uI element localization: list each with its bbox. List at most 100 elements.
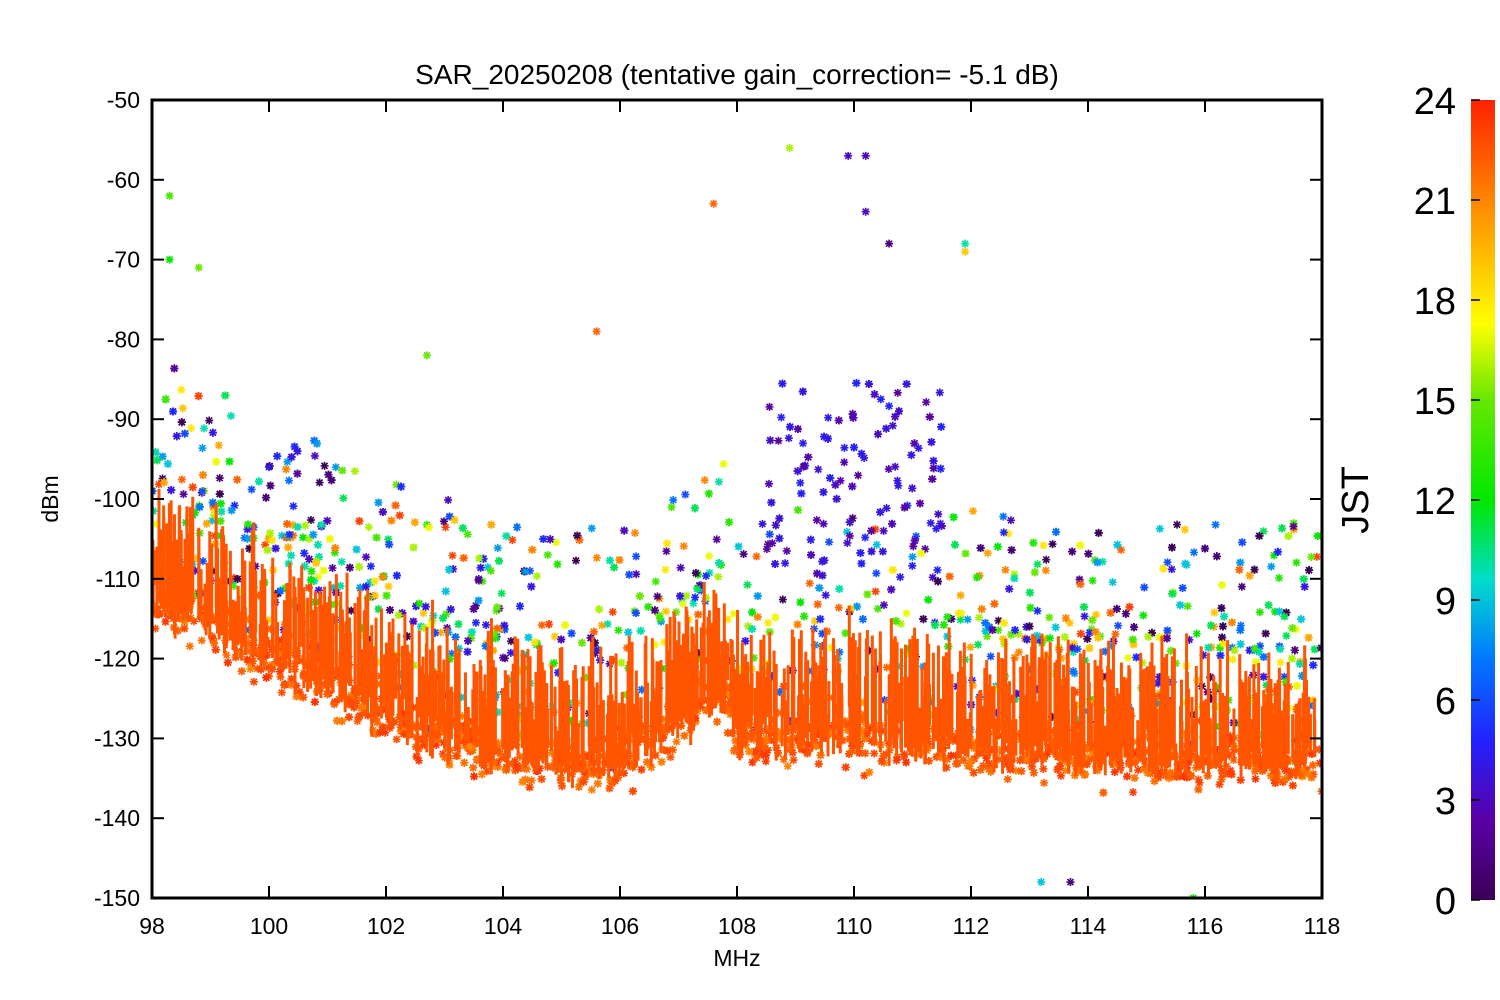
scatter-point — [1183, 602, 1192, 611]
scatter-point — [888, 519, 897, 528]
scatter-point — [820, 556, 829, 565]
scatter-point — [1209, 622, 1218, 631]
scatter-point — [659, 746, 668, 755]
scatter-point — [254, 477, 263, 486]
scatter-point — [1168, 589, 1177, 598]
scatter-point — [543, 550, 552, 559]
scatter-point — [678, 599, 687, 608]
scatter-point — [225, 457, 234, 466]
scatter-point — [1083, 634, 1092, 643]
scatter-point — [546, 535, 555, 544]
scatter-point — [963, 615, 972, 624]
scatter-point — [1029, 538, 1038, 547]
scatter-point — [860, 771, 869, 780]
scatter-point — [448, 551, 457, 560]
scatter-point — [1236, 558, 1245, 567]
scatter-point — [1295, 659, 1304, 668]
scatter-point — [764, 479, 773, 488]
scatter-point — [714, 572, 723, 581]
scatter-point — [1312, 552, 1321, 561]
scatter-point — [275, 667, 284, 676]
scatter-point — [518, 762, 527, 771]
scatter-point — [1076, 629, 1085, 638]
scatter-point — [446, 605, 455, 614]
scatter-point — [1162, 634, 1171, 643]
scatter-point — [487, 520, 496, 529]
scatter-point — [871, 525, 880, 534]
scatter-point — [525, 566, 534, 575]
scatter-point — [832, 494, 841, 503]
scatter-point — [650, 606, 659, 615]
scatter-point — [483, 563, 492, 572]
scatter-point — [305, 534, 314, 543]
scatter-point — [554, 668, 563, 677]
scatter-point — [1309, 661, 1318, 670]
scatter-point — [690, 504, 699, 513]
scatter-point — [729, 609, 738, 618]
scatter-point — [1052, 527, 1061, 536]
scatter-point — [212, 457, 221, 466]
scatter-point — [705, 552, 714, 561]
scatter-point — [812, 516, 821, 525]
scatter-point — [1308, 761, 1317, 770]
scatter-point — [782, 546, 791, 555]
scatter-point — [1004, 529, 1013, 538]
scatter-point — [748, 608, 757, 617]
scatter-point — [490, 629, 499, 638]
scatter-point — [968, 681, 977, 690]
scatter-point — [1150, 777, 1159, 786]
scatter-points — [152, 143, 1322, 898]
scatter-point — [999, 635, 1008, 644]
scatter-point — [1184, 758, 1193, 767]
scatter-point — [1048, 540, 1057, 549]
scatter-point — [793, 506, 802, 515]
scatter-point — [810, 616, 819, 625]
scatter-point — [457, 693, 466, 702]
scatter-point — [744, 622, 753, 631]
scatter-point — [644, 602, 653, 611]
scatter-point — [1255, 608, 1264, 617]
scatter-point — [635, 592, 644, 601]
scatter-point — [1130, 623, 1138, 632]
scatter-point — [1284, 773, 1293, 782]
scatter-point — [1011, 766, 1020, 775]
scatter-point — [384, 582, 393, 591]
scatter-point — [1023, 755, 1032, 764]
scatter-point — [467, 746, 476, 755]
scatter-point — [397, 482, 406, 491]
scatter-point — [1045, 634, 1054, 643]
scatter-point — [173, 626, 182, 635]
scatter-point — [398, 609, 407, 618]
scatter-point — [938, 747, 947, 756]
scatter-point — [378, 507, 387, 516]
scatter-point — [840, 443, 849, 452]
scatter-point — [908, 561, 917, 570]
scatter-point — [317, 520, 326, 529]
scatter-point — [400, 723, 409, 732]
scatter-point — [753, 592, 762, 601]
scatter-point — [943, 632, 952, 641]
scatter-point — [370, 591, 379, 600]
scatter-point — [533, 766, 542, 775]
scatter-point — [482, 639, 491, 648]
scatter-point — [834, 416, 843, 425]
scatter-point — [582, 763, 591, 772]
scatter-point — [1213, 751, 1222, 760]
scatter-point — [815, 583, 824, 592]
scatter-point — [1128, 635, 1137, 644]
scatter-point — [753, 612, 762, 621]
scatter-point — [968, 741, 977, 750]
scatter-point — [474, 596, 483, 605]
scatter-point — [1109, 760, 1118, 769]
scatter-point — [951, 540, 960, 549]
scatter-point — [841, 629, 850, 638]
scatter-point — [214, 441, 223, 450]
scatter-point — [606, 775, 615, 784]
scatter-point — [1315, 745, 1322, 754]
scatter-point — [1230, 646, 1239, 655]
scatter-point — [253, 648, 262, 657]
scatter-point — [1284, 532, 1293, 541]
scatter-point — [198, 557, 207, 566]
scatter-point — [460, 758, 469, 767]
